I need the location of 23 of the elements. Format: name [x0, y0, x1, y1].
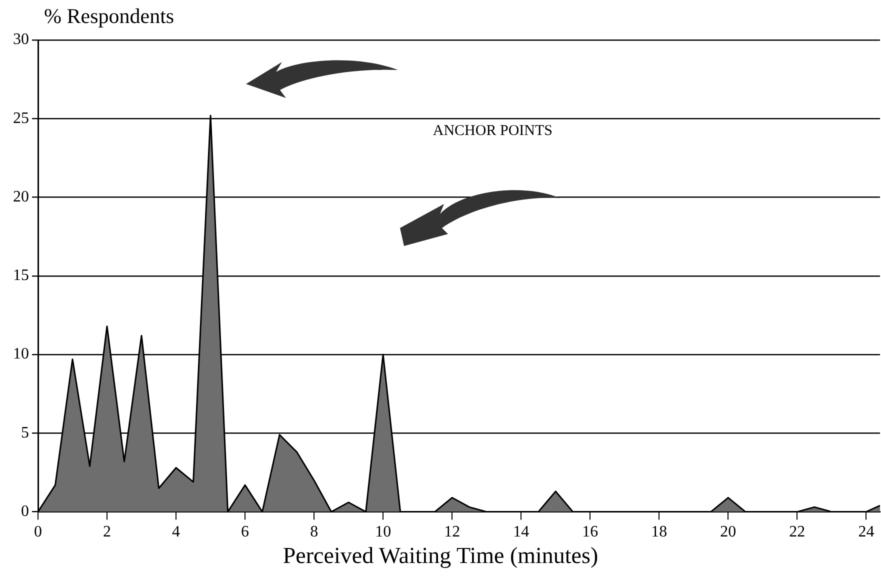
y-tick-label: 25 — [13, 110, 29, 127]
x-tick-label: 20 — [720, 524, 736, 541]
x-tick-label: 14 — [513, 524, 530, 541]
x-tick-label: 24 — [858, 524, 874, 541]
x-axis-title: Perceived Waiting Time (minutes) — [282, 543, 600, 569]
y-tick-label: 30 — [13, 31, 29, 48]
x-tick-label: 8 — [310, 524, 318, 541]
annotation: ANCHOR POINTS — [432, 123, 552, 139]
x-tick-label: 22 — [789, 524, 806, 541]
x-tick-label: 0 — [34, 524, 42, 541]
y-tick-label: 20 — [13, 188, 29, 206]
y-tick-label: 5 — [21, 424, 29, 442]
x-tick-label: 18 — [651, 524, 668, 541]
x-tick-label: 10 — [375, 524, 392, 541]
x-tick-label: 4 — [172, 524, 180, 541]
x-tick-label: 16 — [582, 524, 598, 541]
y-tick-label: 0 — [21, 503, 29, 520]
y-axis-title: % Respondents — [44, 4, 174, 29]
x-tick-label: 2 — [103, 524, 112, 541]
y-tick-label: 10 — [13, 346, 29, 363]
x-tick-label: 12 — [444, 524, 460, 541]
x-tick-label: 6 — [241, 524, 250, 541]
y-tick-label: 15 — [13, 267, 29, 284]
